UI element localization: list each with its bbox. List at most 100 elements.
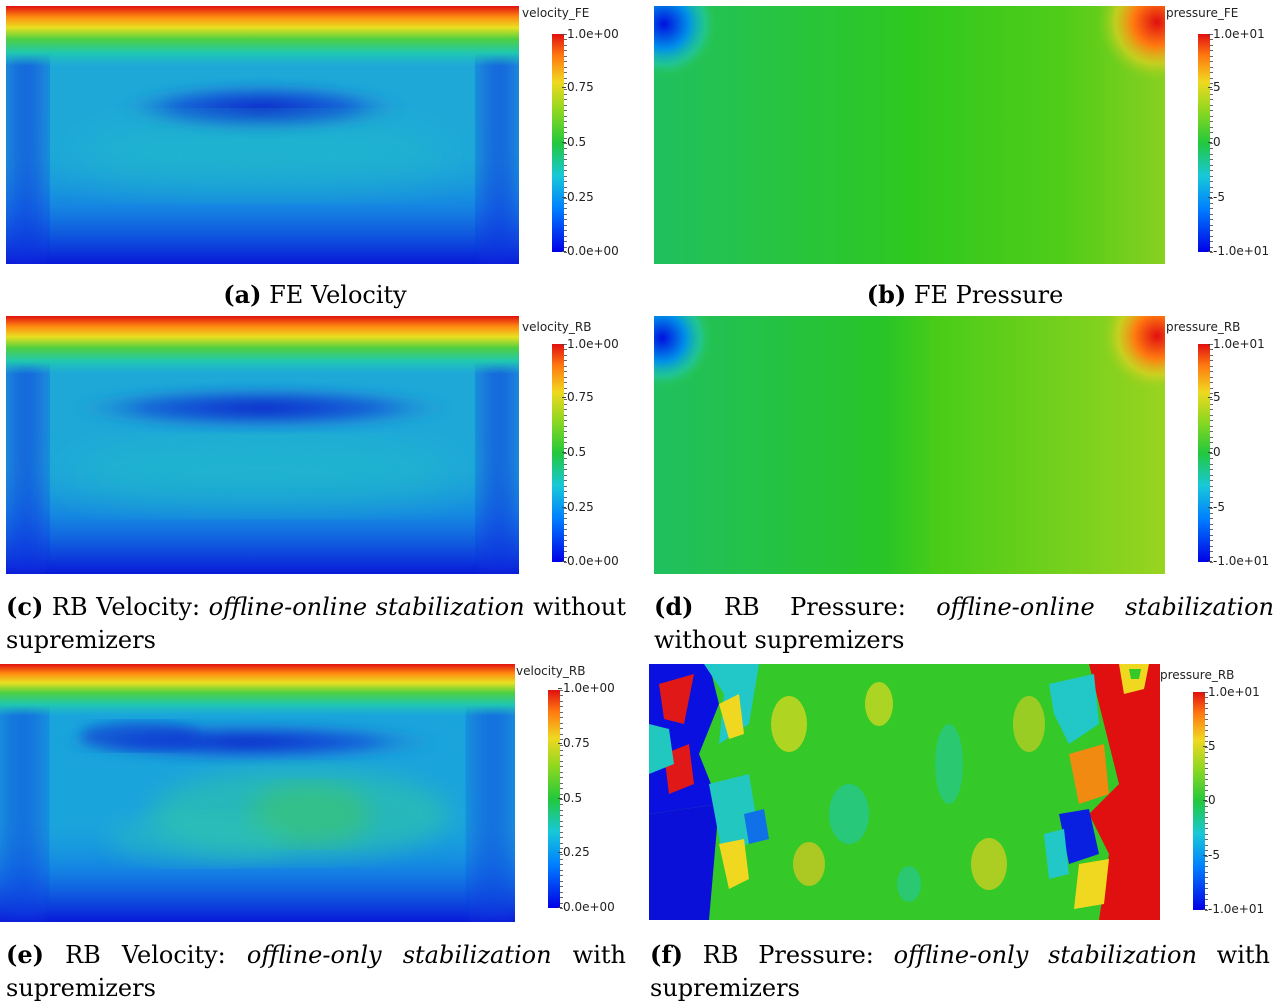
colorbar-title: velocity_RB bbox=[516, 664, 586, 678]
colorbar-minor-tick bbox=[560, 820, 563, 822]
colorbar-tick: 0.0e+00 bbox=[558, 900, 615, 914]
colorbar-minor-tick bbox=[1205, 713, 1208, 715]
colorbar-title: pressure_RB bbox=[1160, 668, 1235, 682]
colorbar-tick: 0 bbox=[1208, 445, 1221, 459]
colorbar-minor-tick bbox=[560, 755, 563, 757]
colorbar-minor-tick bbox=[560, 711, 563, 713]
colorbar-title: pressure_FE bbox=[1166, 6, 1239, 20]
colorbar-minor-tick bbox=[560, 771, 563, 773]
caption-suffix: without supremizers bbox=[654, 626, 905, 654]
colorbar-minor-tick bbox=[1210, 545, 1213, 547]
colorbar-minor-tick bbox=[564, 208, 567, 210]
colorbar-minor-tick bbox=[564, 529, 567, 531]
caption-label: (d) bbox=[654, 592, 694, 621]
colorbar-minor-tick bbox=[564, 349, 567, 351]
colorbar-minor-tick bbox=[564, 39, 567, 41]
caption-label: (a) bbox=[223, 280, 262, 309]
colorbar-minor-tick bbox=[1210, 115, 1213, 117]
colorbar-minor-tick bbox=[564, 110, 567, 112]
velocity-rb-plot-e bbox=[0, 664, 515, 922]
colorbar-minor-tick bbox=[564, 219, 567, 221]
colorbar-minor-tick bbox=[1210, 197, 1213, 199]
colorbar-minor-tick bbox=[1210, 143, 1213, 144]
colorbar-minor-tick bbox=[564, 534, 567, 536]
colorbar-minor-tick bbox=[560, 815, 563, 817]
colorbar-minor-tick bbox=[1205, 833, 1208, 835]
colorbar-minor-tick bbox=[564, 246, 567, 248]
colorbar-minor-tick bbox=[564, 523, 567, 525]
colorbar-minor-tick bbox=[1210, 420, 1213, 422]
colorbar-minor-tick bbox=[1205, 877, 1208, 879]
colorbar-minor-tick bbox=[1205, 860, 1208, 862]
colorbar-minor-tick bbox=[564, 387, 567, 389]
colorbar-minor-tick bbox=[560, 744, 563, 746]
colorbar-minor-tick bbox=[1205, 899, 1208, 901]
velocity-rb-colorbar-e: velocity_RB 1.0e+00 0.75 0.5 0.25 0.0e+0… bbox=[516, 664, 626, 922]
colorbar-minor-tick bbox=[1210, 562, 1213, 563]
colorbar-minor-tick bbox=[1210, 61, 1213, 63]
colorbar-minor-tick bbox=[564, 66, 567, 68]
colorbar-minor-tick bbox=[560, 880, 563, 882]
colorbar-minor-tick bbox=[560, 848, 563, 850]
colorbar-minor-tick bbox=[1210, 241, 1213, 243]
colorbar-minor-tick bbox=[560, 897, 563, 899]
colorbar-tick: 1.0e+00 bbox=[562, 27, 619, 41]
colorbar-minor-tick bbox=[1210, 186, 1213, 188]
colorbar-minor-tick bbox=[1210, 387, 1213, 389]
colorbar-minor-tick bbox=[1210, 436, 1213, 438]
colorbar-minor-tick bbox=[564, 159, 567, 161]
colorbar-minor-tick bbox=[564, 44, 567, 46]
colorbar-minor-tick bbox=[560, 809, 563, 811]
colorbar-minor-tick bbox=[564, 241, 567, 243]
colorbar-minor-tick bbox=[1210, 213, 1213, 215]
colorbar-tick: 0.25 bbox=[562, 500, 594, 514]
velocity-rb-colorbar-c: velocity_RB 1.0e+00 0.75 0.5 0.25 0.0e+0… bbox=[520, 316, 630, 574]
colorbar-minor-tick bbox=[564, 474, 567, 476]
colorbar-minor-tick bbox=[1205, 746, 1208, 748]
colorbar-minor-tick bbox=[1205, 784, 1208, 786]
colorbar-minor-tick bbox=[564, 83, 567, 85]
velocity-fe-plot bbox=[6, 6, 519, 264]
pressure-rb-colorbar-d: pressure_RB 1.0e+01 5 0 -5 -1.0e+01 bbox=[1166, 316, 1281, 574]
colorbar-minor-tick bbox=[1205, 850, 1208, 852]
colorbar-tick: 0.25 bbox=[562, 190, 594, 204]
colorbar-minor-tick bbox=[564, 540, 567, 542]
colorbar-minor-tick bbox=[1210, 425, 1213, 427]
colorbar-minor-tick bbox=[1205, 855, 1208, 857]
colorbar-minor-tick bbox=[1210, 540, 1213, 542]
colorbar-minor-tick bbox=[564, 61, 567, 63]
colorbar-minor-tick bbox=[564, 104, 567, 106]
colorbar-minor-tick bbox=[1205, 730, 1208, 732]
colorbar-tick: 1.0e+00 bbox=[558, 681, 615, 695]
colorbar-minor-tick bbox=[1210, 480, 1213, 482]
colorbar-minor-tick bbox=[564, 224, 567, 226]
colorbar-minor-tick bbox=[564, 55, 567, 57]
colorbar-minor-tick bbox=[1210, 393, 1213, 395]
colorbar-minor-tick bbox=[1205, 702, 1208, 704]
colorbar-minor-tick bbox=[1210, 93, 1213, 95]
colorbar-minor-tick bbox=[1210, 192, 1213, 194]
colorbar-minor-tick bbox=[564, 382, 567, 384]
colorbar-minor-tick bbox=[560, 788, 563, 790]
colorbar-minor-tick bbox=[1205, 790, 1208, 792]
colorbar-minor-tick bbox=[564, 93, 567, 95]
caption-italic: offline-only stabilization bbox=[246, 941, 552, 969]
colorbar-minor-tick bbox=[1210, 409, 1213, 411]
colorbar-minor-tick bbox=[564, 50, 567, 52]
colorbar-minor-tick bbox=[560, 804, 563, 806]
colorbar-minor-tick bbox=[564, 365, 567, 367]
colorbar-minor-tick bbox=[564, 480, 567, 482]
colorbar-minor-tick bbox=[564, 164, 567, 166]
colorbar-minor-tick bbox=[560, 733, 563, 735]
colorbar-minor-tick bbox=[564, 518, 567, 520]
caption-prefix: RB Velocity: bbox=[65, 941, 226, 969]
colorbar-minor-tick bbox=[564, 354, 567, 356]
caption-text: FE Pressure bbox=[913, 281, 1064, 309]
colorbar-minor-tick bbox=[1210, 453, 1213, 454]
colorbar-minor-tick bbox=[1210, 224, 1213, 226]
colorbar-tick: -5 bbox=[1203, 848, 1220, 862]
caption-suffix: with supremizers bbox=[650, 941, 1270, 1002]
colorbar-tick: -1.0e+01 bbox=[1202, 902, 1265, 916]
colorbar-minor-tick bbox=[560, 717, 563, 719]
colorbar-minor-tick bbox=[1205, 735, 1208, 737]
